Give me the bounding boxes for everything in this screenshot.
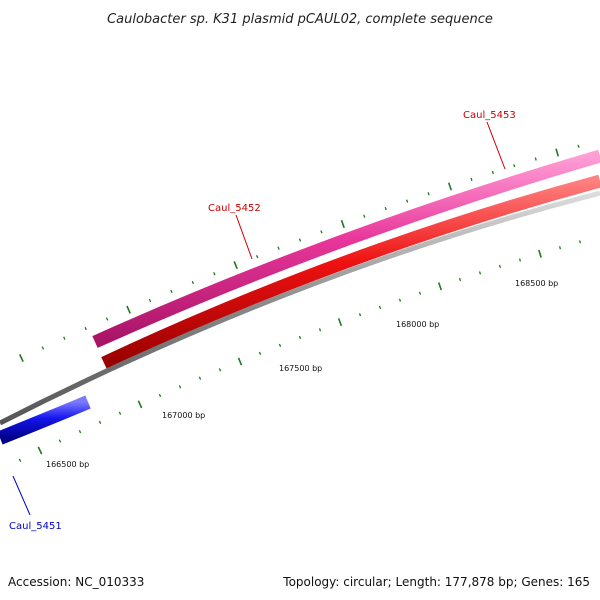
ruler-minor-tick: [298, 335, 302, 340]
ruler-minor-tick: [491, 170, 494, 175]
ruler-minor-tick: [198, 376, 202, 380]
ruler-major-tick: [447, 182, 453, 191]
ruler-minor-tick: [418, 291, 422, 295]
ruler-minor-tick: [518, 258, 522, 262]
gene-label-caul-5453[interactable]: Caul_5453: [463, 110, 516, 121]
ruler-minor-tick: [118, 411, 122, 415]
ruler-minor-tick: [158, 393, 162, 398]
accession-text: Accession: NC_010333: [8, 575, 144, 589]
ruler-minor-tick: [278, 343, 282, 348]
feature-blue-gene[interactable]: [0, 395, 91, 445]
ruler-minor-tick: [63, 336, 66, 340]
ruler-minor-tick: [478, 271, 482, 275]
map-title: Caulobacter sp. K31 plasmid pCAUL02, com…: [107, 12, 493, 27]
feature-pink-gene[interactable]: [92, 149, 600, 348]
gene-label-caul-5452[interactable]: Caul_5452: [208, 203, 261, 214]
ruler-minor-tick: [58, 439, 62, 443]
ruler-minor-tick: [148, 298, 152, 303]
scale-label-168000: 168000 bp: [396, 320, 439, 329]
outer-tick-ruler: [18, 144, 580, 362]
scale-label-166500: 166500 bp: [46, 460, 89, 469]
summary-text: Topology: circular; Length: 177,878 bp; …: [282, 575, 590, 589]
gene-leader-caul-5452: [235, 214, 253, 260]
ruler-minor-tick: [178, 385, 182, 389]
scale-label-168500: 168500 bp: [515, 279, 558, 288]
ruler-minor-tick: [384, 206, 387, 211]
gene-leader-caul-5451: [12, 475, 31, 516]
ruler-minor-tick: [577, 144, 580, 148]
ruler-major-tick: [437, 282, 443, 291]
ruler-minor-tick: [534, 157, 537, 161]
ruler-minor-tick: [458, 277, 462, 282]
ruler-major-tick: [37, 446, 43, 455]
ruler-minor-tick: [378, 305, 382, 310]
ruler-minor-tick: [470, 177, 473, 182]
ruler-major-tick: [126, 305, 131, 314]
scale-label-167500: 167500 bp: [279, 364, 322, 373]
ruler-minor-tick: [213, 272, 216, 276]
ruler-major-tick: [340, 219, 345, 229]
ruler-minor-tick: [513, 164, 516, 168]
scale-label-167000: 167000 bp: [162, 411, 205, 420]
ruler-minor-tick: [218, 368, 222, 372]
ruler-minor-tick: [363, 214, 366, 218]
ruler-major-tick: [538, 249, 542, 258]
ruler-minor-tick: [578, 240, 582, 244]
ruler-minor-tick: [258, 351, 262, 356]
ruler-minor-tick: [406, 199, 409, 203]
ruler-minor-tick: [84, 326, 87, 331]
ruler-minor-tick: [558, 246, 562, 250]
ruler-major-tick: [237, 357, 243, 366]
feature-red-gene[interactable]: [101, 174, 600, 369]
ruler-minor-tick: [18, 458, 22, 462]
ruler-minor-tick: [398, 298, 402, 302]
ruler-minor-tick: [298, 238, 302, 242]
ruler-major-tick: [137, 400, 143, 409]
ruler-minor-tick: [255, 254, 259, 259]
ruler-minor-tick: [320, 230, 323, 234]
gene-label-caul-5451[interactable]: Caul_5451: [9, 521, 62, 532]
ruler-minor-tick: [78, 430, 82, 434]
ruler-minor-tick: [358, 313, 362, 317]
ruler-minor-tick: [498, 264, 502, 269]
gene-leader-caul-5453: [486, 121, 506, 170]
ruler-minor-tick: [98, 420, 102, 425]
ruler-minor-tick: [191, 280, 195, 285]
ruler-minor-tick: [41, 346, 45, 350]
ruler-minor-tick: [427, 192, 430, 196]
backbone-line: [0, 190, 600, 426]
ruler-major-tick: [555, 148, 560, 157]
ruler-minor-tick: [318, 328, 322, 332]
ruler-minor-tick: [277, 246, 280, 250]
ruler-minor-tick: [170, 289, 173, 294]
ruler-minor-tick: [105, 317, 109, 321]
ruler-major-tick: [337, 318, 343, 327]
ruler-major-tick: [18, 353, 24, 362]
ruler-major-tick: [233, 261, 238, 270]
inner-tick-ruler: [18, 240, 582, 462]
